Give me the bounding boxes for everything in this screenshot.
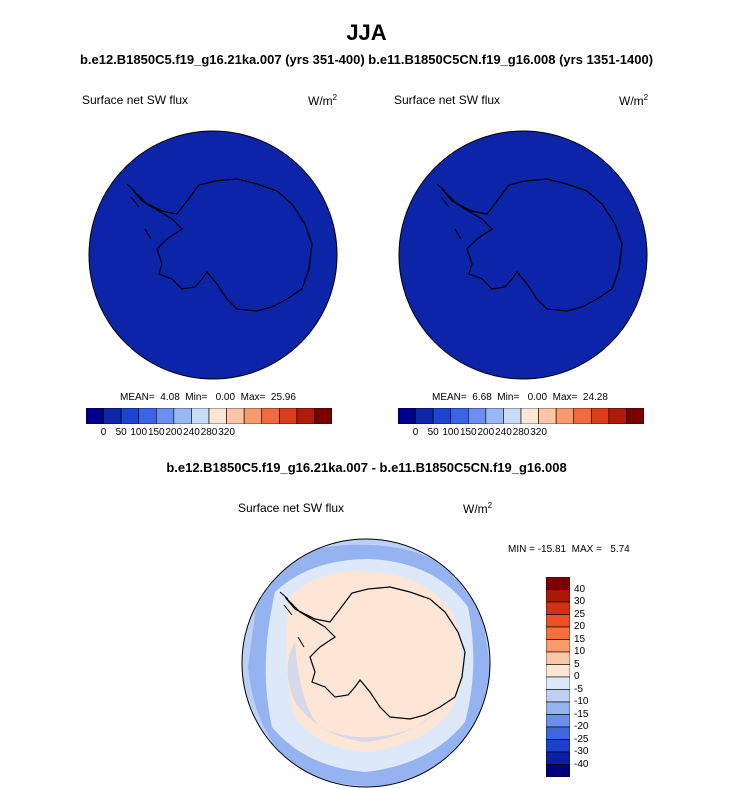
panel-1-colorbar-swatch: [261, 408, 280, 424]
difference-colorbar-swatch: [546, 714, 570, 728]
antarctica-coastline: [131, 178, 313, 312]
panel-2-stats: MEAN= 6.68 Min= 0.00 Max= 24.28: [432, 392, 608, 403]
panel-2-variable-label: Surface net SW flux: [394, 93, 501, 107]
panel-2-colorbar-swatch: [432, 408, 452, 424]
difference-colorbar-label: -5: [574, 683, 583, 695]
difference-variable-label: Surface net SW flux: [238, 501, 345, 515]
difference-title: b.e12.B1850C5.f19_g16.21ka.007 - b.e11.B…: [166, 460, 567, 475]
panel-2-colorbar-swatch: [555, 408, 575, 424]
panel-1-colorbar-tick-label: 200: [165, 427, 183, 438]
panel-2-colorbar-swatch: [573, 408, 592, 424]
panel-1-colorbar-swatch: [138, 408, 157, 424]
difference-colorbar-label: 0: [574, 671, 580, 682]
difference-colorbar-swatch: [546, 739, 570, 753]
panel-1-colorbar-swatch: [243, 408, 263, 424]
panel-1-colorbar-tick-label: 150: [147, 427, 165, 438]
difference-colorbar-swatch: [546, 726, 570, 740]
panel-2-colorbar-swatch: [503, 408, 522, 424]
panel-1-colorbar-swatch: [296, 408, 315, 424]
panel-2-colorbar-swatch: [450, 408, 469, 424]
panel-1-colorbar-swatch: [208, 408, 227, 424]
panel-1-colorbar-tick-label: 0: [100, 427, 107, 438]
figure-subtitle: b.e12.B1850C5.f19_g16.21ka.007 (yrs 351-…: [79, 52, 654, 67]
panel-1-colorbar-ticks: 0 50 100 150 200 240 280 320: [86, 427, 332, 441]
difference-colorbar-label: -10: [574, 696, 589, 707]
difference-colorbar-label: -40: [574, 758, 589, 770]
difference-colorbar-labels: 40 30 25 20 15 10 5 0 -5 -10 -15 -20 -25 -30 -40: [574, 577, 614, 777]
panel-1-colorbar: [86, 408, 332, 424]
difference-colorbar-swatch: [546, 601, 570, 615]
panel-1-stats: MEAN= 4.08 Min= 0.00 Max= 25.96: [120, 392, 296, 403]
difference-colorbar-label: 40: [574, 583, 586, 595]
difference-colorbar-label: -15: [574, 708, 589, 720]
difference-colorbar-swatch: [546, 626, 570, 640]
panel-2-colorbar-swatch: [590, 408, 610, 424]
panel-2-colorbar-swatch: [538, 408, 557, 424]
difference-colorbar: [546, 577, 570, 777]
figure-title: JJA: [346, 20, 387, 45]
difference-units-label: W/m2: [463, 501, 493, 516]
difference-stats: MIN = -15.81 MAX = 5.74: [508, 544, 630, 555]
panel-2-colorbar-tick-label: 100: [442, 427, 460, 438]
panel-2-colorbar-swatch: [626, 408, 644, 424]
difference-colorbar-swatch: [546, 589, 570, 603]
panel-2-colorbar-tick-label: 200: [477, 427, 495, 438]
difference-colorbar-swatch: [546, 689, 570, 703]
panel-1-colorbar-tick-label: 240: [183, 427, 200, 438]
difference-colorbar-label: -25: [574, 733, 589, 745]
difference-colorbar-label: -30: [574, 746, 589, 757]
panel-1-map: [88, 130, 338, 380]
difference-map: [241, 538, 491, 788]
difference-colorbar-swatch: [546, 614, 570, 628]
panel-1-colorbar-swatch: [191, 408, 210, 424]
panel-1-colorbar-swatch: [314, 408, 332, 424]
difference-colorbar-swatch: [546, 764, 570, 777]
difference-colorbar-label: 25: [574, 608, 586, 620]
panel-2-colorbar-tick-label: 0: [412, 427, 419, 438]
panel-1-variable-label: Surface net SW flux: [82, 93, 189, 107]
panel-1-colorbar-tick-label: 50: [115, 427, 127, 438]
panel-2-colorbar-tick-label: 150: [459, 427, 477, 438]
panel-2-colorbar-swatch: [520, 408, 539, 424]
difference-colorbar-label: 10: [574, 646, 586, 657]
difference-colorbar-swatch: [546, 676, 570, 690]
panel-1-colorbar-tick-label: 320: [218, 427, 235, 438]
difference-colorbar-label: -20: [574, 721, 589, 732]
antarctica-coastline: [284, 586, 466, 720]
panel-2-colorbar-ticks: 0 50 100 150 200 240 280 320: [398, 427, 644, 441]
panel-1-colorbar-swatch: [86, 408, 104, 424]
panel-2-colorbar-swatch: [398, 408, 416, 424]
panel-1-colorbar-swatch: [155, 408, 175, 424]
panel-2-units-label: W/m2: [619, 93, 649, 108]
panel-2-colorbar: [398, 408, 644, 424]
panel-2-colorbar-swatch: [485, 408, 504, 424]
panel-1-colorbar-swatch: [278, 408, 298, 424]
panel-1-colorbar-tick-label: 280: [200, 427, 218, 438]
difference-colorbar-swatch: [546, 651, 570, 665]
panel-1-colorbar-tick-label: 100: [130, 427, 148, 438]
panel-2-map: [398, 130, 648, 380]
panel-1-colorbar-swatch: [226, 408, 245, 424]
panel-2-colorbar-tick-label: 50: [427, 427, 439, 438]
panel-1-colorbar-swatch: [103, 408, 122, 424]
panel-2-colorbar-swatch: [467, 408, 487, 424]
difference-colorbar-label: 5: [574, 658, 580, 670]
difference-colorbar-label: 15: [574, 633, 586, 645]
difference-colorbar-swatch: [546, 664, 570, 678]
panel-1-units-label: W/m2: [308, 93, 338, 108]
panel-2-colorbar-swatch: [415, 408, 434, 424]
difference-colorbar-swatch: [546, 751, 570, 765]
difference-colorbar-swatch: [546, 639, 570, 653]
panel-2-colorbar-tick-label: 320: [530, 427, 547, 438]
difference-colorbar-label: 20: [574, 621, 586, 632]
panel-1-colorbar-swatch: [173, 408, 192, 424]
panel-2-colorbar-tick-label: 280: [512, 427, 530, 438]
difference-colorbar-swatch: [546, 701, 570, 715]
difference-colorbar-swatch: [546, 577, 570, 590]
panel-2-colorbar-swatch: [608, 408, 627, 424]
antarctica-coastline: [441, 178, 623, 312]
difference-colorbar-label: 30: [574, 596, 586, 607]
panel-1-colorbar-swatch: [120, 408, 140, 424]
panel-2-colorbar-tick-label: 240: [495, 427, 512, 438]
